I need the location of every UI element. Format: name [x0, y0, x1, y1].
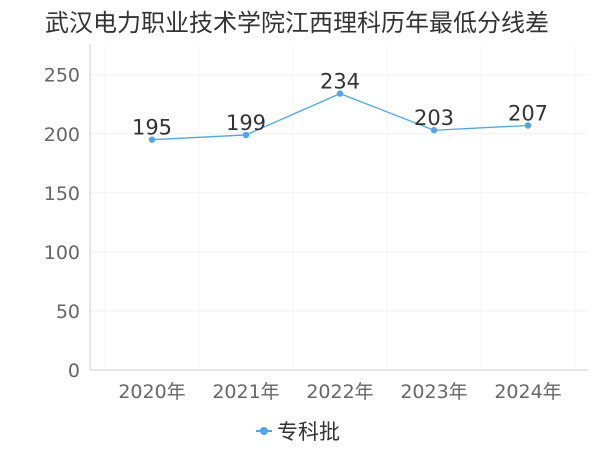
x-tick-label: 2020年 [118, 381, 185, 403]
data-label: 207 [508, 102, 548, 126]
data-point[interactable] [148, 136, 156, 143]
y-tick-label: 150 [44, 183, 80, 205]
data-label: 234 [320, 70, 360, 94]
legend-label[interactable]: 专科批 [277, 420, 340, 444]
label-layer: 195 199 234 203 207 [132, 70, 548, 140]
axis-layer: 0 50 100 150 200 250 2020年 2021年 2022年 2023年 2024年 [44, 44, 588, 403]
y-tick-label: 200 [44, 124, 80, 146]
chart-title: 武汉电力职业技术学院江西理科历年最低分线差 [45, 9, 549, 37]
data-point[interactable] [430, 127, 438, 134]
y-tick-label: 250 [44, 65, 80, 87]
legend-marker [260, 427, 268, 435]
grid-layer [90, 44, 588, 370]
data-label: 199 [226, 111, 266, 135]
data-point[interactable] [524, 122, 532, 129]
x-tick-label: 2022年 [306, 381, 373, 403]
data-point[interactable] [336, 90, 344, 97]
y-tick-label: 50 [56, 301, 80, 323]
legend[interactable]: 专科批 [256, 420, 340, 444]
x-tick-label: 2021年 [212, 381, 279, 403]
series-line [151, 92, 529, 141]
y-tick-label: 0 [68, 360, 80, 382]
data-point[interactable] [242, 131, 250, 139]
x-tick-label: 2023年 [400, 381, 467, 403]
x-tick-label: 2024年 [494, 381, 561, 403]
data-label: 195 [132, 116, 172, 140]
y-tick-label: 100 [44, 242, 80, 264]
series-layer [148, 90, 532, 143]
data-label: 203 [414, 106, 454, 130]
